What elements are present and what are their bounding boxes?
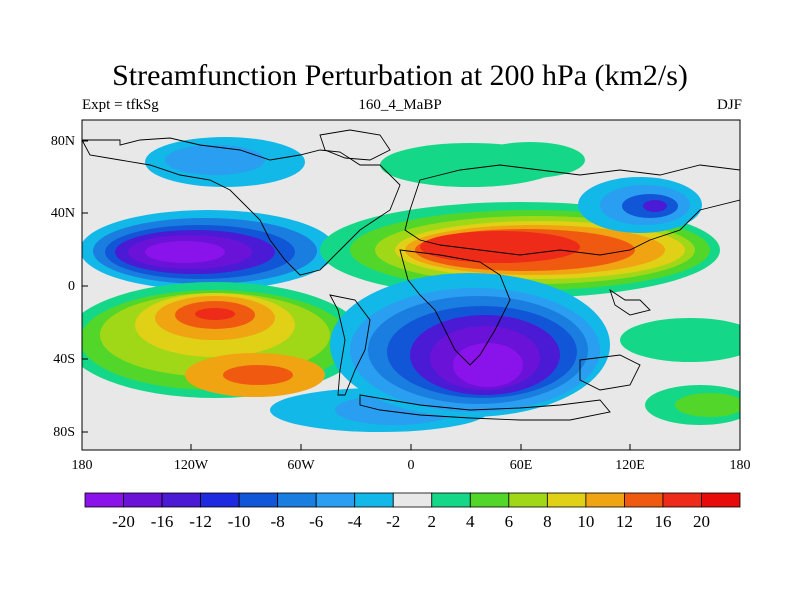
arctic-low — [145, 137, 305, 187]
colorbar-level-label: -4 — [347, 512, 362, 531]
lon-label-120w: 120W — [173, 458, 209, 473]
lon-label-60w: 60W — [287, 458, 315, 473]
run-label: 160_4_MaBP — [358, 97, 442, 113]
colorbar-swatch — [161, 492, 201, 508]
colorbar-level-label: 8 — [543, 512, 552, 531]
north-pacific-low — [82, 210, 336, 290]
coastlines — [82, 129, 740, 421]
colorbar-level-label: -2 — [386, 512, 401, 531]
colorbar-swatch — [431, 492, 471, 508]
colorbar-swatch — [508, 492, 548, 508]
colorbar-level-label: -20 — [112, 512, 135, 531]
colorbar-level-label: -16 — [150, 512, 174, 531]
northeast-asia-low — [578, 177, 702, 233]
colorbar-swatch — [624, 492, 664, 508]
experiment-label: Expt = tfkSg — [82, 97, 159, 113]
north-eurasia-high — [380, 142, 585, 187]
colorbar-swatch — [84, 492, 124, 508]
season-label: DJF — [716, 97, 742, 113]
lat-label-40n: 40N — [50, 206, 75, 221]
australia-high — [620, 318, 740, 425]
lon-label-180e: 180 — [729, 458, 751, 473]
colorbar-swatch — [200, 492, 240, 508]
colorbar-level-label: 4 — [466, 512, 475, 531]
colorbar-swatch — [469, 492, 510, 508]
colorbar-swatch — [238, 492, 279, 508]
colorbar — [84, 492, 741, 508]
lon-label-180w: 180 — [71, 458, 93, 473]
south-indian-low — [330, 273, 610, 417]
south-pacific-high — [82, 282, 365, 398]
colorbar-level-label: 6 — [504, 512, 514, 531]
lon-label-60e: 60E — [509, 458, 533, 473]
colorbar-swatch — [546, 492, 587, 508]
colorbar-level-label: 10 — [577, 512, 595, 531]
lat-label-80n: 80N — [50, 134, 75, 149]
axis-ticks — [81, 140, 741, 450]
colorbar-swatch — [392, 492, 433, 508]
contour-field — [82, 120, 740, 450]
lat-label-0: 0 — [68, 279, 75, 294]
colorbar-swatch — [354, 492, 394, 508]
colorbar-level-label: -8 — [270, 512, 285, 531]
lat-label-80s: 80S — [53, 425, 75, 440]
colorbar-swatch — [123, 492, 163, 508]
colorbar-swatch — [662, 492, 702, 508]
colorbar-level-label: -10 — [227, 512, 251, 531]
colorbar-level-label: 20 — [692, 512, 710, 531]
colorbar-swatch — [701, 492, 741, 508]
colorbar-level-label: -12 — [189, 512, 212, 531]
lat-label-40s: 40S — [53, 352, 75, 367]
colorbar-level-label: -6 — [309, 512, 324, 531]
colorbar-level-label: 16 — [654, 512, 672, 531]
colorbar-level-label: 12 — [615, 512, 633, 531]
colorbar-swatch — [315, 492, 356, 508]
map-title: Streamfunction Perturbation at 200 hPa (… — [112, 59, 688, 92]
lon-label-120e: 120E — [615, 458, 645, 473]
colorbar-swatch — [277, 492, 317, 508]
colorbar-level-label: 2 — [427, 512, 437, 531]
lon-label-0: 0 — [407, 458, 415, 473]
colorbar-swatch — [585, 492, 625, 508]
